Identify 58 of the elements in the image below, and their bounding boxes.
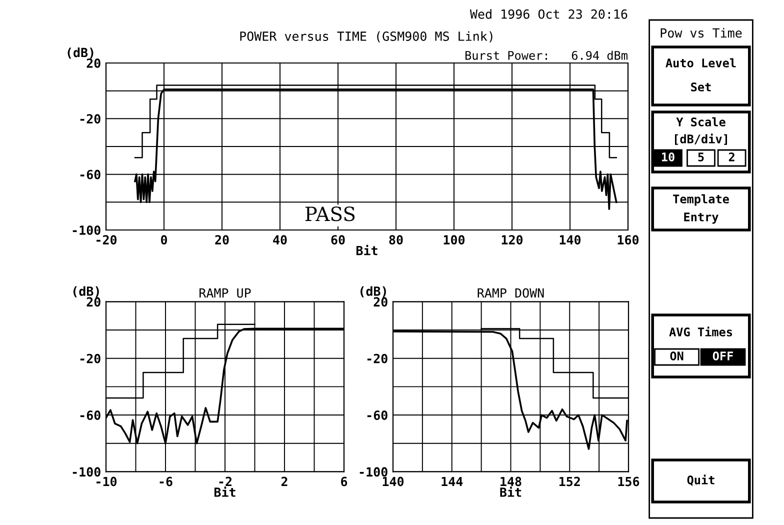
text: 5 xyxy=(698,152,704,162)
y-tick-label: -20 xyxy=(367,354,388,364)
x-axis-title: Bit xyxy=(500,486,522,497)
y-tick-label: -60 xyxy=(80,410,100,420)
text: Pow vs Time xyxy=(660,28,742,38)
y-tick-label: -20 xyxy=(80,114,100,124)
x-tick-label: 2 xyxy=(281,476,288,486)
x-axis-title: Bit xyxy=(214,486,236,497)
x-tick-label: 120 xyxy=(502,235,523,245)
x-tick-label: 80 xyxy=(389,235,403,245)
y-tick-label: 20 xyxy=(86,58,100,68)
y-axis-title: (dB) xyxy=(73,286,99,298)
x-tick-label: -10 xyxy=(96,476,117,486)
text: Wed 1996 Oct 23 20:16 xyxy=(470,9,628,19)
chart-title: POWER versus TIME (GSM900 MS Link) xyxy=(240,31,492,42)
text: OFF xyxy=(712,351,733,360)
x-tick-label: 40 xyxy=(273,235,287,245)
x-tick-label: -6 xyxy=(160,476,172,486)
chart-title: RAMP DOWN xyxy=(478,288,544,298)
x-tick-label: 148 xyxy=(500,476,522,486)
y-tick-label: 20 xyxy=(86,297,100,307)
chart-title: RAMP UP xyxy=(200,288,251,298)
y-tick-label: -60 xyxy=(80,170,100,180)
y-tick-label: -60 xyxy=(367,410,388,420)
x-tick-label: 152 xyxy=(559,476,580,486)
y-tick-label: 20 xyxy=(374,297,388,307)
y-tick-label: -20 xyxy=(80,354,100,364)
text: Burst Power: 6.94 dBm xyxy=(465,50,628,60)
y-tick-label: -100 xyxy=(360,467,388,477)
text: Template xyxy=(673,194,729,206)
y-axis-title: (dB) xyxy=(360,286,386,298)
x-tick-label: 140 xyxy=(560,235,581,245)
x-tick-label: 60 xyxy=(331,235,345,245)
text: Set xyxy=(691,82,711,92)
annotation: PASS xyxy=(305,206,355,222)
text: ON xyxy=(670,351,684,360)
text: AVG Times xyxy=(669,326,732,336)
text: Y Scale xyxy=(676,117,726,126)
x-tick-label: 140 xyxy=(382,476,404,486)
x-tick-label: 6 xyxy=(341,476,348,486)
x-tick-label: 160 xyxy=(618,235,639,245)
text: 2 xyxy=(728,152,734,162)
text: [dB/div] xyxy=(675,134,727,145)
x-axis-title: Bit xyxy=(356,244,378,256)
text: Quit xyxy=(687,474,714,486)
y-axis-title: (dB) xyxy=(68,48,94,59)
y-tick-label: -100 xyxy=(72,225,100,235)
text: 10 xyxy=(662,152,674,162)
x-tick-label: 156 xyxy=(618,476,640,486)
x-tick-label: -20 xyxy=(96,235,117,245)
text: Auto Level xyxy=(666,58,736,68)
x-tick-label: 100 xyxy=(444,235,465,245)
y-tick-label: -100 xyxy=(72,467,100,477)
x-tick-label: 0 xyxy=(160,235,168,245)
text: Entry xyxy=(684,212,718,224)
x-tick-label: 20 xyxy=(215,235,229,245)
x-tick-label: 144 xyxy=(442,476,463,486)
x-tick-label: -2 xyxy=(219,476,232,486)
